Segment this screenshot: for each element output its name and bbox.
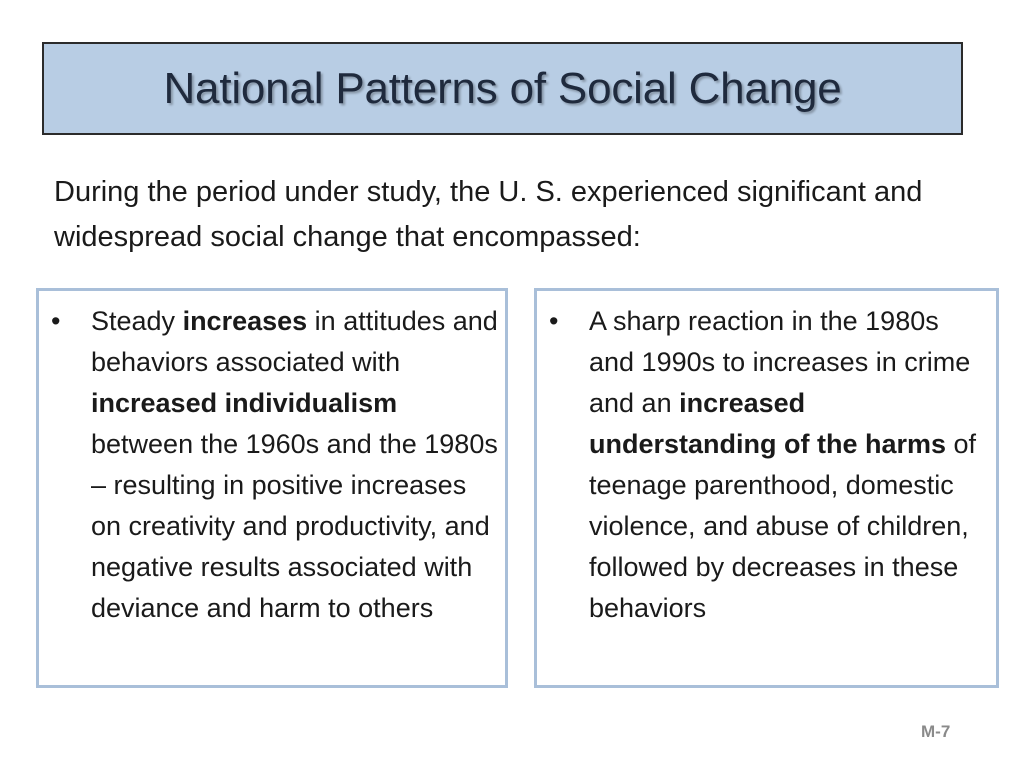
right-text-2: of teenage parenthood, domestic violence… <box>589 429 977 623</box>
right-bullet-item: • A sharp reaction in the 1980s and 1990… <box>547 301 990 629</box>
slide-title: National Patterns of Social Change <box>163 63 842 113</box>
intro-text: During the period under study, the U. S.… <box>54 176 923 253</box>
left-panel: • Steady increases in attitudes and beha… <box>36 288 508 688</box>
left-bullet-item: • Steady increases in attitudes and beha… <box>49 301 499 629</box>
bullet-icon: • <box>51 306 61 336</box>
left-bold-2: increased individualism <box>91 388 398 418</box>
page-number: M-7 <box>921 722 951 741</box>
title-box: National Patterns of Social Change <box>42 42 963 135</box>
right-panel: • A sharp reaction in the 1980s and 1990… <box>534 288 999 688</box>
left-bullet-text: Steady increases in attitudes and behavi… <box>91 301 499 629</box>
right-text-1: A sharp reaction in the 1980s and 1990s … <box>589 306 971 418</box>
left-text-2: in attitudes and behaviors associated wi… <box>91 306 498 377</box>
right-bold-1: increased understanding of the harms <box>589 388 947 459</box>
right-bullet-text: A sharp reaction in the 1980s and 1990s … <box>589 301 990 629</box>
left-bold-1: increases <box>182 306 308 336</box>
bullet-icon: • <box>549 306 559 336</box>
left-text-1: Steady <box>91 306 183 336</box>
left-text-3: between the 1960s and the 1980s – result… <box>91 429 498 623</box>
